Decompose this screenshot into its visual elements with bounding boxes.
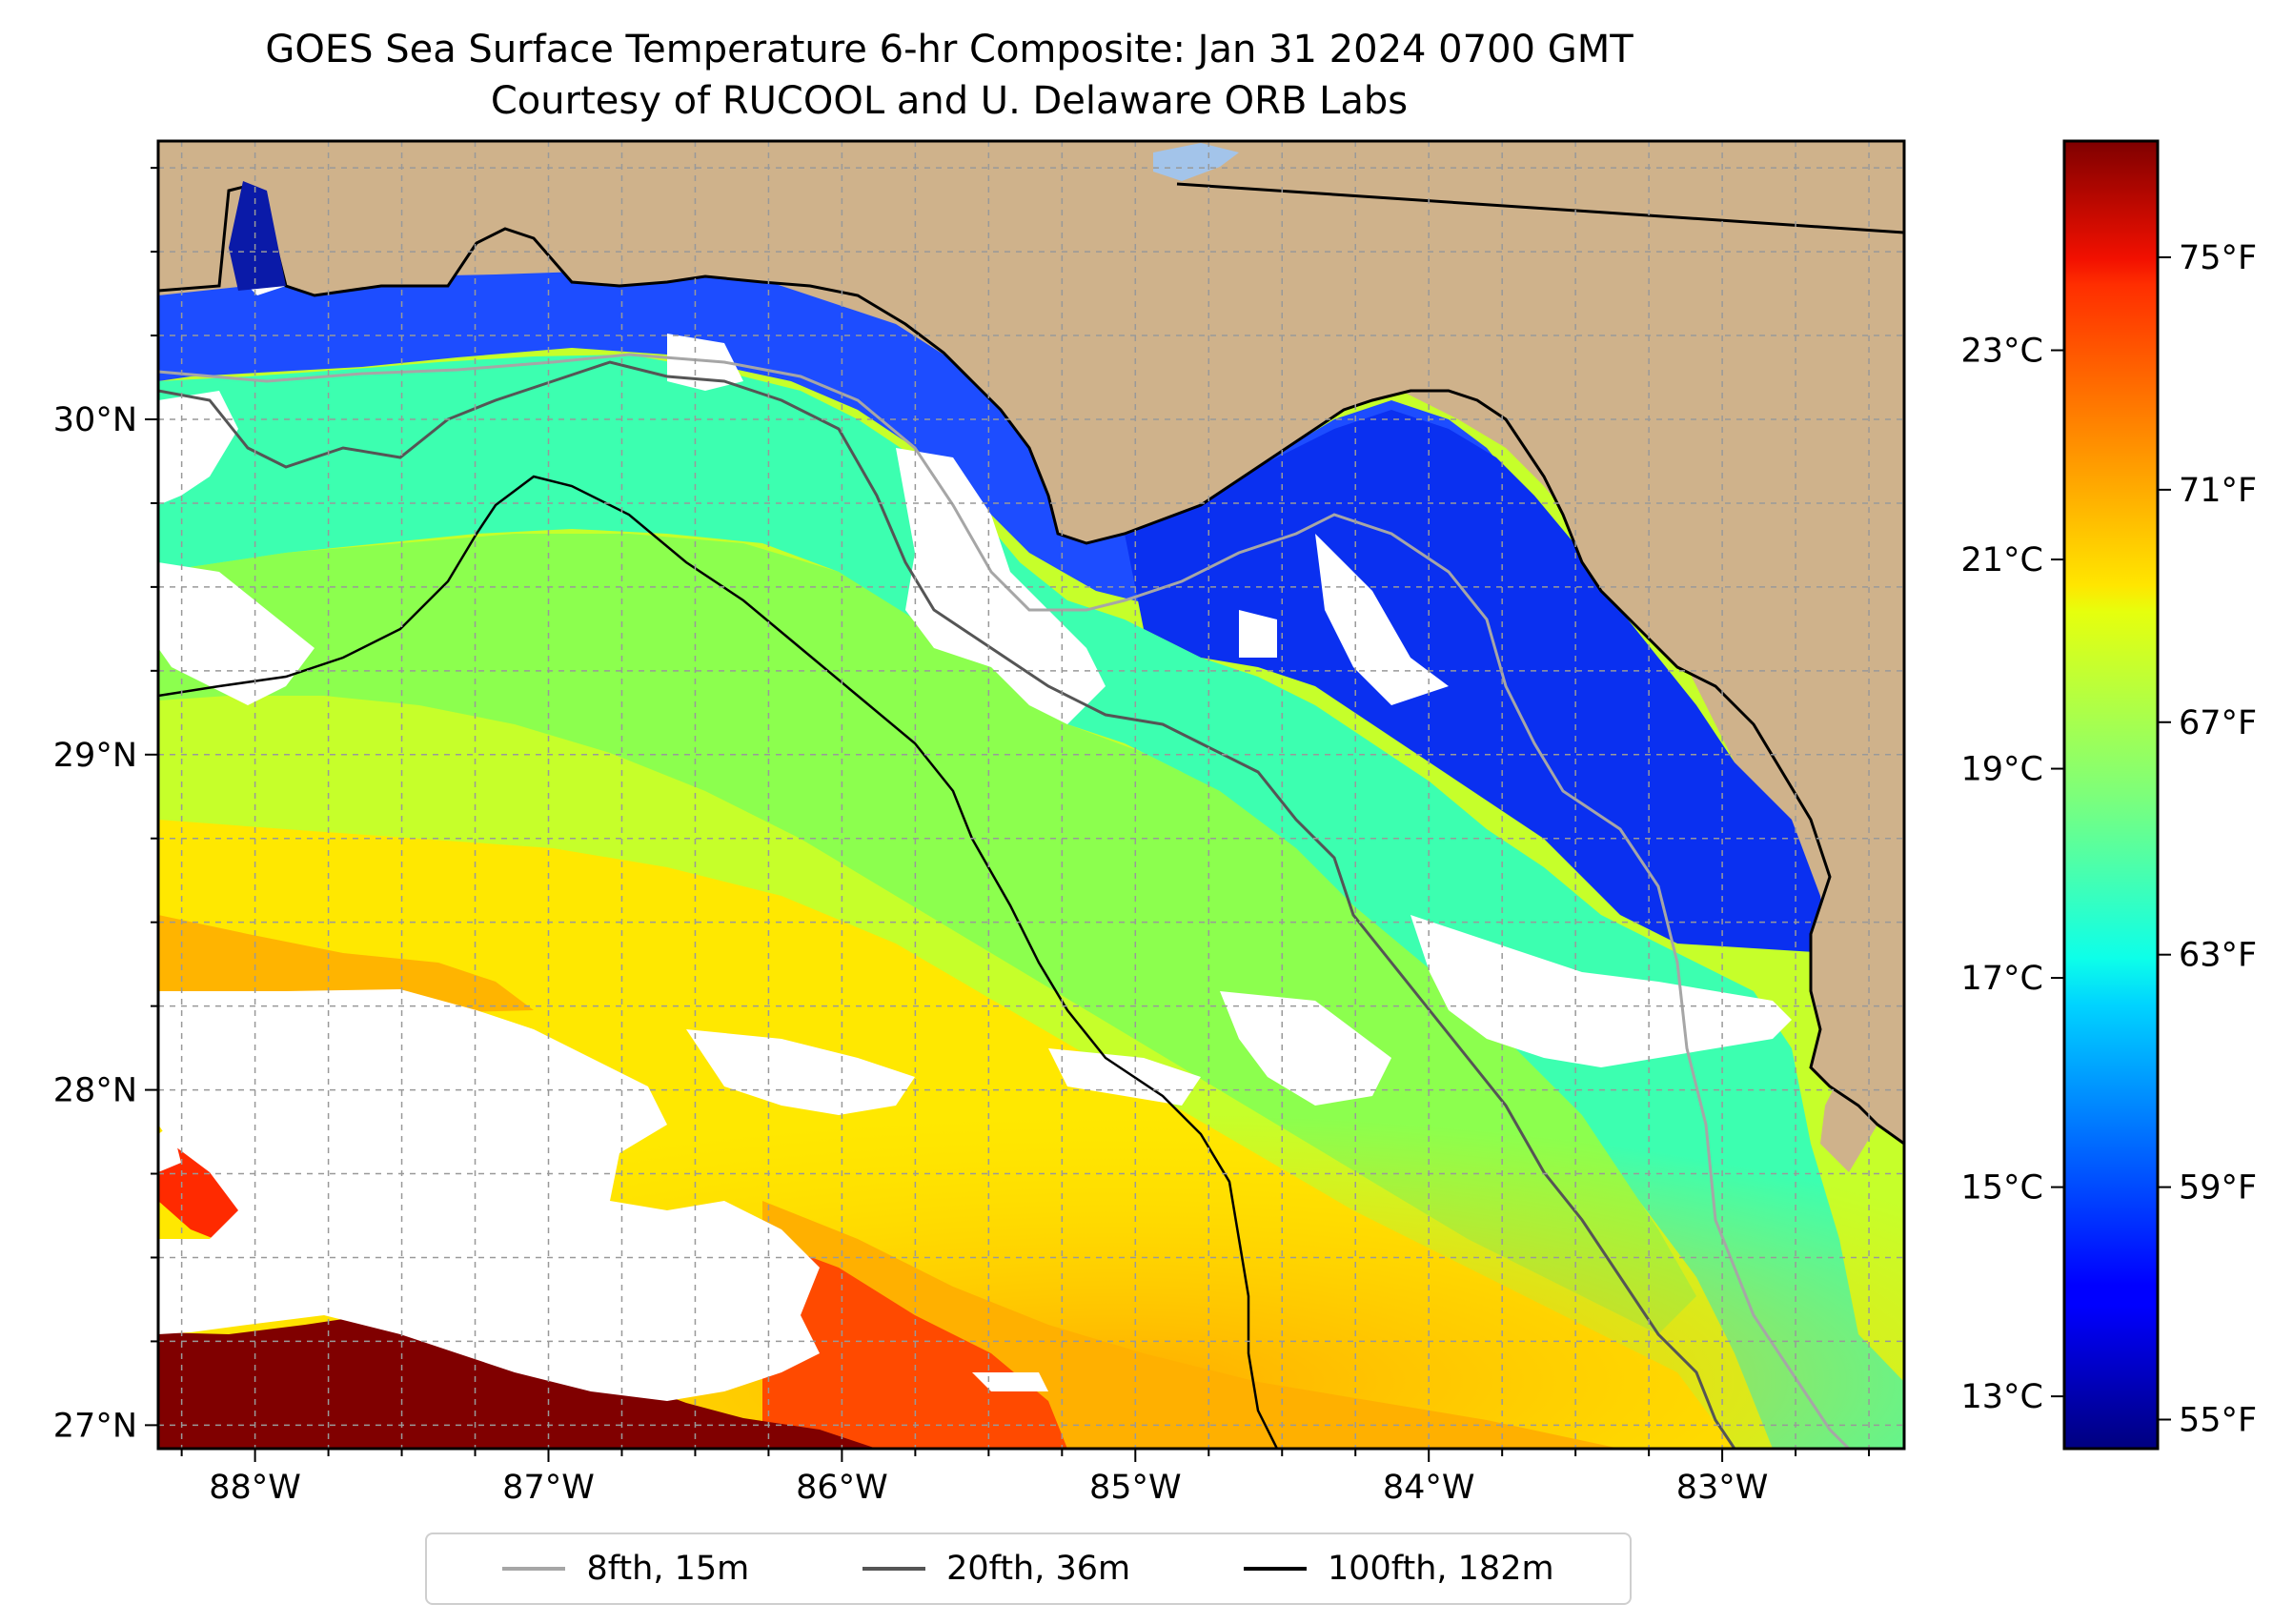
sst-darkred xyxy=(158,1310,877,1449)
chart-title: GOES Sea Surface Temperature 6-hr Compos… xyxy=(265,28,1634,71)
colorbar-f-label: 71°F xyxy=(2179,472,2257,510)
coastline-land xyxy=(158,141,1904,1146)
legend-line-20fth xyxy=(862,1567,926,1571)
colorbar-c-label: 23°C xyxy=(1961,333,2043,371)
sst-cold-bigbend xyxy=(1125,410,1830,953)
y-tick-label: 27°N xyxy=(53,1407,137,1445)
legend-item-8fth: 8fth, 15m xyxy=(502,1550,749,1588)
lake xyxy=(1153,143,1239,181)
colorbar-c-label: 21°C xyxy=(1961,541,2043,579)
x-axis: 88°W 87°W 86°W 85°W 84°W 83°W xyxy=(180,1449,1871,1507)
x-tick-label: 88°W xyxy=(209,1469,301,1507)
legend-line-100fth xyxy=(1243,1567,1307,1571)
y-tick-label: 29°N xyxy=(53,737,137,775)
no-data-regions xyxy=(158,214,1792,1401)
map-frame xyxy=(156,139,1906,1451)
colorbar-f-label: 59°F xyxy=(2179,1169,2257,1208)
x-tick-label: 83°W xyxy=(1676,1469,1769,1507)
legend-item-20fth: 20fth, 36m xyxy=(862,1550,1130,1588)
y-tick-label: 28°N xyxy=(53,1072,137,1110)
colorbar-fahrenheit-axis: 75°F 71°F 67°F 63°F 59°F 55°F xyxy=(2158,239,2257,1440)
colorbar-c-label: 15°C xyxy=(1961,1169,2043,1208)
colorbar-c-label: 17°C xyxy=(1961,960,2043,998)
x-tick-label: 86°W xyxy=(796,1469,888,1507)
gridlines xyxy=(158,141,1904,1449)
y-axis: 30°N 29°N 28°N 27°N xyxy=(53,167,158,1445)
colorbar xyxy=(2062,139,2160,1451)
colorbar-f-label: 63°F xyxy=(2179,937,2257,975)
colorbar-f-label: 75°F xyxy=(2179,239,2257,277)
map-panel xyxy=(158,141,1904,1449)
legend-label-20fth: 20fth, 36m xyxy=(946,1550,1131,1588)
legend-label-8fth: 8fth, 15m xyxy=(586,1550,750,1588)
legend: 8fth, 15m 20fth, 36m 100fth, 182m xyxy=(425,1533,1632,1605)
state-boundary xyxy=(1176,182,1904,234)
x-tick-label: 87°W xyxy=(502,1469,595,1507)
chart-subtitle: Courtesy of RUCOOL and U. Delaware ORB L… xyxy=(490,79,1409,123)
colorbar-c-label: 13°C xyxy=(1961,1378,2043,1416)
colorbar-c-label: 19°C xyxy=(1961,751,2043,789)
legend-label-100fth: 100fth, 182m xyxy=(1327,1550,1554,1588)
colorbar-f-label: 55°F xyxy=(2179,1402,2257,1440)
contour-100fth xyxy=(158,475,1279,1449)
x-tick-label: 84°W xyxy=(1383,1469,1475,1507)
contour-8fth xyxy=(158,353,1851,1449)
y-tick-label: 30°N xyxy=(53,401,137,439)
legend-item-100fth: 100fth, 182m xyxy=(1243,1550,1554,1588)
x-tick-label: 85°W xyxy=(1089,1469,1182,1507)
colorbar-celsius-axis: 23°C 21°C 19°C 17°C 15°C 13°C xyxy=(1961,333,2064,1416)
mobile-bay xyxy=(229,181,286,291)
legend-line-8fth xyxy=(502,1567,566,1571)
colorbar-f-label: 67°F xyxy=(2179,704,2257,742)
